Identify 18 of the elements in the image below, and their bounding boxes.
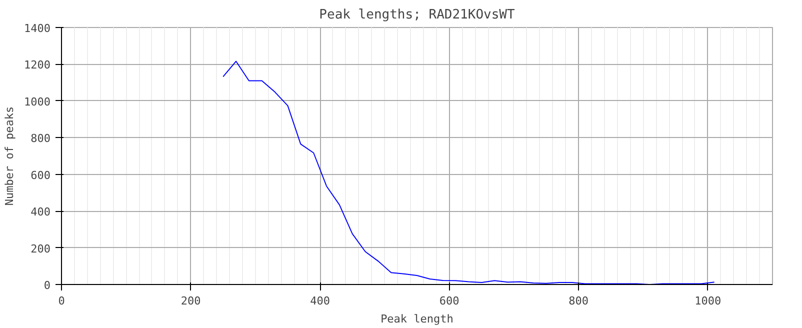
y-tick-label: 400 — [30, 206, 51, 219]
x-tick-label: 0 — [58, 294, 65, 308]
x-tick-label: 600 — [439, 294, 460, 308]
x-tick-label: 200 — [180, 294, 201, 308]
y-tick-label: 1400 — [24, 22, 51, 35]
x-tick-label: 1000 — [694, 294, 722, 308]
y-tick-label: 0 — [44, 279, 50, 292]
y-tick-label: 1000 — [24, 95, 51, 108]
y-tick-label: 800 — [30, 132, 51, 146]
y-axis-title: Number of peaks — [3, 106, 16, 206]
chart-title: Peak lengths; RAD21KOvsWT — [319, 8, 516, 22]
line-series — [222, 60, 715, 284]
x-axis-title: Peak length — [380, 312, 454, 326]
y-tick-label: 600 — [30, 168, 51, 182]
x-tick-label: 400 — [310, 294, 330, 308]
y-tick-label: 200 — [30, 242, 51, 256]
x-tick-label: 800 — [568, 294, 589, 308]
y-tick-label: 1200 — [24, 58, 51, 72]
